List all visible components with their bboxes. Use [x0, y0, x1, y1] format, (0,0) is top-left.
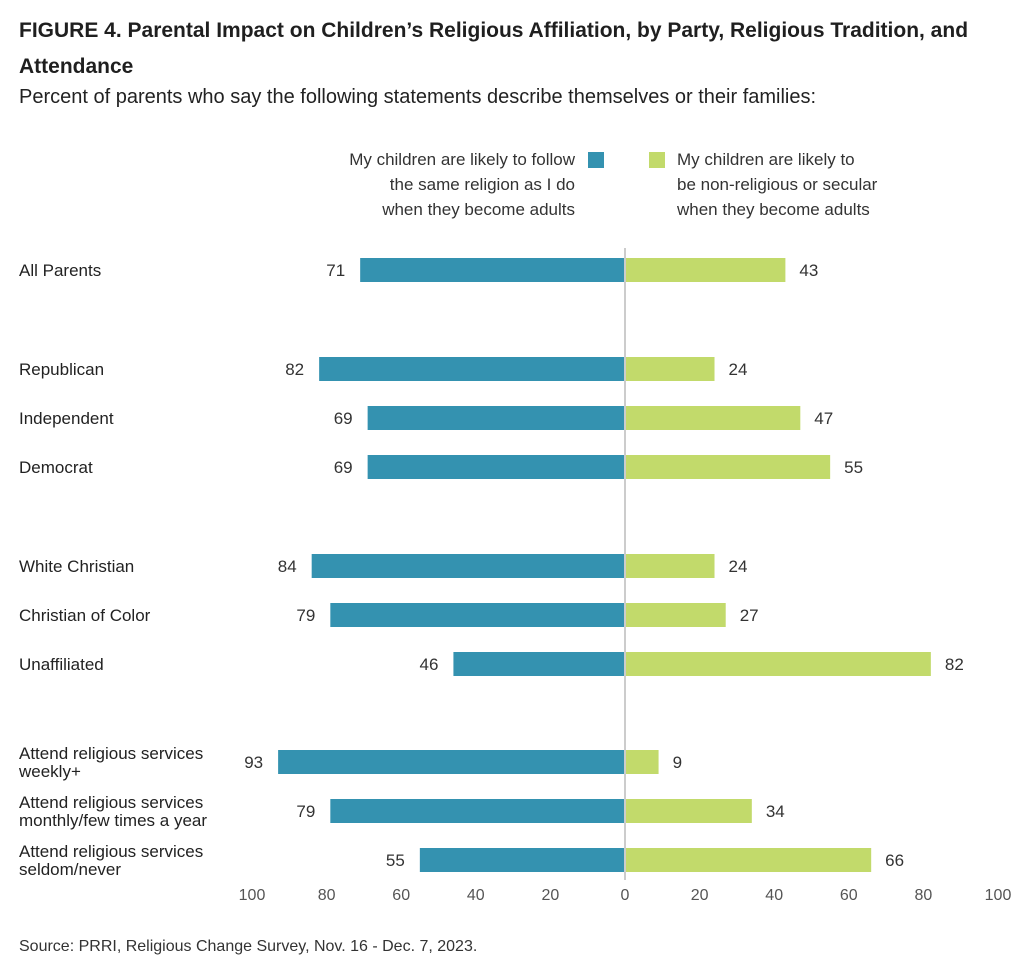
- bar-secular: [625, 258, 786, 282]
- category-label: All Parents: [19, 261, 101, 280]
- legend-swatch-secular: [649, 152, 665, 168]
- x-tick-label: 100: [985, 887, 1012, 904]
- bar-secular: [625, 848, 872, 872]
- x-tick-label: 80: [318, 887, 336, 904]
- chart-subtitle: Percent of parents who say the following…: [19, 86, 817, 108]
- category-label-line: Attend religious services: [19, 842, 203, 861]
- bar-follow: [453, 652, 625, 676]
- value-label-secular: 27: [740, 606, 759, 625]
- x-tick-label: 60: [392, 887, 410, 904]
- category-label-line: Attend religious services: [19, 744, 203, 763]
- bar-follow: [330, 603, 625, 627]
- x-tick-label: 40: [765, 887, 783, 904]
- bar-follow: [330, 799, 625, 823]
- bar-follow: [278, 750, 625, 774]
- legend-label-follow-line: the same religion as I do: [389, 175, 575, 194]
- diverging-bar-chart: All Parents 71 43 Republican 82 24 Independent…: [18, 248, 1012, 904]
- chart-title: FIGURE 4. Parental Impact on Children’s …: [19, 19, 969, 78]
- x-tick-label: 80: [915, 887, 933, 904]
- value-label-follow: 82: [285, 360, 304, 379]
- category-label-line: weekly+: [18, 762, 81, 781]
- category-label-line: Attend religious services: [19, 793, 203, 812]
- bar-secular: [625, 750, 659, 774]
- category-label: Democrat: [19, 458, 93, 477]
- category-label: Independent: [19, 409, 114, 428]
- bar-follow: [311, 554, 625, 578]
- category-label: Unaffiliated: [19, 655, 104, 674]
- value-label-follow: 69: [334, 458, 353, 477]
- category-label: Attend religious services weekly+: [18, 744, 203, 781]
- value-label-follow: 71: [326, 261, 345, 280]
- bar-secular: [625, 603, 726, 627]
- category-label-line: monthly/few times a year: [19, 811, 207, 830]
- bar-secular: [625, 455, 831, 479]
- bar-secular: [625, 357, 715, 381]
- value-label-secular: 47: [814, 409, 833, 428]
- legend-label-follow-line: when they become adults: [382, 200, 575, 219]
- bar-secular: [625, 554, 715, 578]
- category-label: Christian of Color: [19, 606, 151, 625]
- value-label-follow: 46: [419, 655, 438, 674]
- value-label-secular: 55: [844, 458, 863, 477]
- legend-label-secular-line: when they become adults: [677, 200, 870, 219]
- value-label-secular: 43: [799, 261, 818, 280]
- category-label: White Christian: [19, 557, 134, 576]
- bar-follow: [360, 258, 625, 282]
- legend-swatch-follow: [588, 152, 604, 168]
- value-label-follow: 55: [386, 851, 405, 870]
- value-label-secular: 9: [673, 753, 682, 772]
- legend-label-secular: My children are likely to be non-religio…: [677, 147, 877, 222]
- legend-label-secular-line: My children are likely to: [677, 150, 855, 169]
- bar-follow: [319, 357, 625, 381]
- x-tick-label: 20: [691, 887, 709, 904]
- value-label-secular: 24: [729, 360, 748, 379]
- value-label-secular: 66: [885, 851, 904, 870]
- x-tick-label: 60: [840, 887, 858, 904]
- value-label-follow: 93: [244, 753, 263, 772]
- source-note: Source: PRRI, Religious Change Survey, N…: [19, 938, 478, 955]
- category-label: Attend religious services seldom/never: [19, 842, 203, 879]
- value-label-follow: 84: [278, 557, 297, 576]
- x-tick-label: 20: [542, 887, 560, 904]
- value-label-secular: 24: [729, 557, 748, 576]
- bar-secular: [625, 652, 931, 676]
- value-label-follow: 79: [296, 606, 315, 625]
- bar-secular: [625, 406, 801, 430]
- x-tick-label: 0: [621, 887, 630, 904]
- legend-label-follow-line: My children are likely to follow: [349, 150, 575, 169]
- legend-label-secular-line: be non-religious or secular: [677, 175, 878, 194]
- x-tick-label: 100: [239, 887, 266, 904]
- value-label-follow: 79: [296, 802, 315, 821]
- category-label: Attend religious services monthly/few tim…: [19, 793, 207, 830]
- legend-label-follow: My children are likely to follow the sam…: [349, 147, 575, 222]
- bar-secular: [625, 799, 752, 823]
- x-tick-label: 40: [467, 887, 485, 904]
- value-label-follow: 69: [334, 409, 353, 428]
- bar-follow: [367, 406, 625, 430]
- category-label: Republican: [19, 360, 104, 379]
- bar-follow: [419, 848, 625, 872]
- value-label-secular: 34: [766, 802, 785, 821]
- value-label-secular: 82: [945, 655, 964, 674]
- bar-follow: [367, 455, 625, 479]
- category-label-line: seldom/never: [19, 860, 121, 879]
